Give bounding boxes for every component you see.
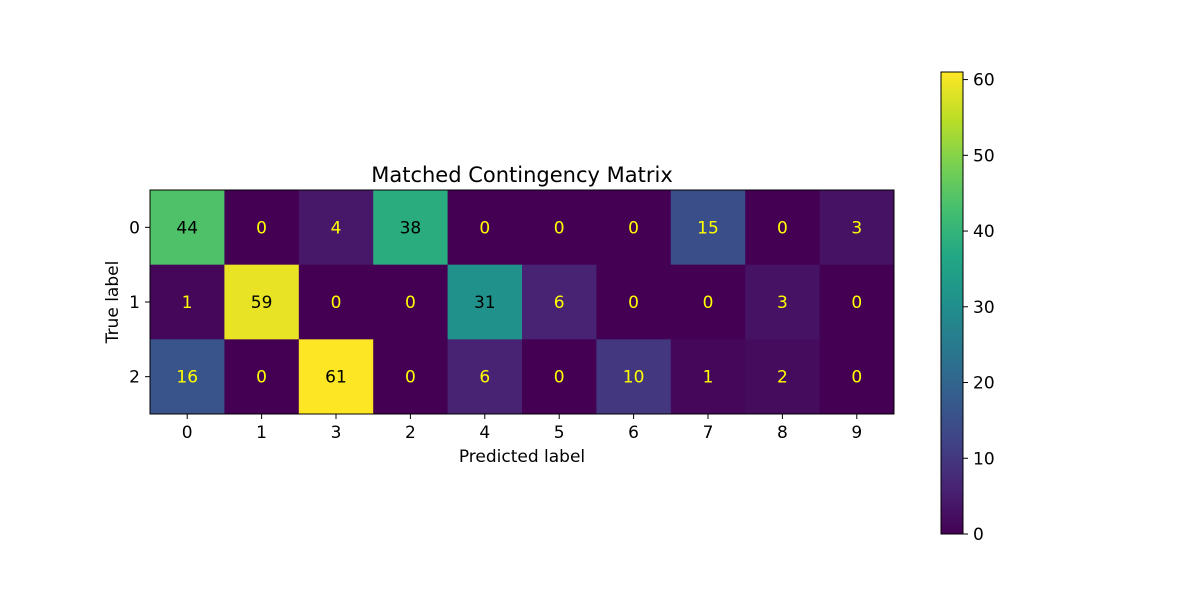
cell-value-label: 0	[703, 293, 714, 313]
heatmap-cell	[670, 339, 746, 415]
heatmap-cell	[522, 190, 597, 266]
cell-value-label: 0	[851, 368, 862, 388]
heatmap-cell	[670, 264, 746, 340]
cell-value-label: 3	[851, 218, 862, 238]
heatmap-cell	[298, 339, 374, 415]
cell-value-label: 0	[628, 293, 639, 313]
x-tick-label: 5	[554, 423, 565, 443]
cell-value-label: 2	[777, 368, 788, 388]
x-tick-label: 1	[256, 423, 267, 443]
colorbar-tick-label: 50	[973, 146, 995, 166]
colorbar-tick-label: 40	[973, 222, 995, 242]
cell-value-label: 31	[474, 293, 496, 313]
heatmap-cell	[150, 190, 225, 266]
cell-value-label: 0	[256, 218, 267, 238]
heatmap-cell	[745, 339, 821, 415]
cell-value-label: 10	[623, 368, 645, 388]
cell-value-label: 3	[777, 293, 788, 313]
heatmap-cell	[224, 339, 300, 415]
cell-value-label: 6	[554, 293, 565, 313]
cell-value-label: 16	[176, 368, 198, 388]
cell-value-label: 0	[851, 293, 862, 313]
y-axis-ticks: 0 1 2	[129, 218, 150, 388]
cell-value-label: 0	[628, 218, 639, 238]
cell-value-label: 15	[697, 218, 719, 238]
cell-value-label: 0	[479, 218, 490, 238]
heatmap-cell	[522, 339, 597, 415]
x-axis-ticks: 0 1 3 2 4 5 6 7 8 9	[182, 414, 862, 443]
x-tick-label: 8	[777, 423, 788, 443]
heatmap-cell	[819, 339, 895, 415]
x-tick-label: 0	[182, 423, 193, 443]
heatmap-cells: 44 0 4 38 0 0 0 15 0 31 59 0 0 31 6 0 0 3 016 0 61 0 6 0 10 1 2 0	[150, 190, 895, 415]
y-axis-label: True label	[103, 261, 123, 345]
colorbar-scale	[940, 71, 964, 535]
heatmap-cell	[522, 264, 597, 340]
cell-value-label: 59	[251, 293, 273, 313]
heatmap-cell	[745, 264, 821, 340]
heatmap-cell	[447, 190, 523, 266]
heatmap-cell	[819, 190, 895, 266]
heatmap-cell	[373, 264, 449, 340]
x-axis-label: Predicted label	[459, 447, 585, 467]
y-tick-label: 1	[129, 293, 140, 313]
heatmap-cell	[447, 339, 523, 415]
heatmap-cell	[224, 190, 300, 266]
x-tick-label: 6	[628, 423, 639, 443]
heatmap-cell	[596, 190, 672, 266]
heatmap-cell	[373, 339, 449, 415]
x-tick-label: 4	[479, 423, 490, 443]
colorbar-tick-label: 60	[973, 71, 995, 91]
colorbar-tick-label: 0	[973, 525, 984, 545]
heatmap-cell	[373, 190, 449, 266]
x-tick-label: 3	[331, 423, 342, 443]
colorbar-tick-label: 20	[973, 374, 995, 394]
x-tick-label: 9	[851, 423, 862, 443]
colorbar-tick-label: 10	[973, 449, 995, 469]
heatmap-cell	[596, 264, 672, 340]
cell-value-label: 0	[256, 368, 267, 388]
heatmap-cell	[819, 264, 895, 340]
heatmap-cell	[298, 190, 374, 266]
cell-value-label: 0	[554, 368, 565, 388]
x-tick-label: 2	[405, 423, 416, 443]
cell-value-label: 6	[479, 368, 490, 388]
cell-value-label: 0	[777, 218, 788, 238]
heatmap-cell	[298, 264, 374, 340]
heatmap-cell	[745, 190, 821, 266]
cell-value-label: 1	[182, 293, 193, 313]
cell-value-label: 61	[325, 368, 347, 388]
cell-value-label: 1	[703, 368, 714, 388]
heatmap-cell	[596, 339, 672, 415]
cell-value-label: 44	[176, 218, 198, 238]
cell-value-label: 0	[405, 368, 416, 388]
heatmap-cell	[224, 264, 300, 340]
cell-value-label: 4	[331, 218, 342, 238]
heatmap-cell	[670, 190, 746, 266]
chart-title: Matched Contingency Matrix	[371, 163, 673, 187]
colorbar-tick-label: 30	[973, 298, 995, 318]
heatmap-cell	[150, 339, 225, 415]
cell-value-label: 0	[405, 293, 416, 313]
cell-value-label: 38	[400, 218, 422, 238]
cell-value-label: 0	[554, 218, 565, 238]
y-tick-label: 2	[129, 368, 140, 388]
colorbar: 0 10 20 30 40 50 60	[940, 71, 995, 545]
heatmap-cell	[150, 264, 225, 340]
x-tick-label: 7	[703, 423, 714, 443]
heatmap-cell	[447, 264, 523, 340]
cell-value-label: 0	[331, 293, 342, 313]
y-tick-label: 0	[129, 218, 140, 238]
